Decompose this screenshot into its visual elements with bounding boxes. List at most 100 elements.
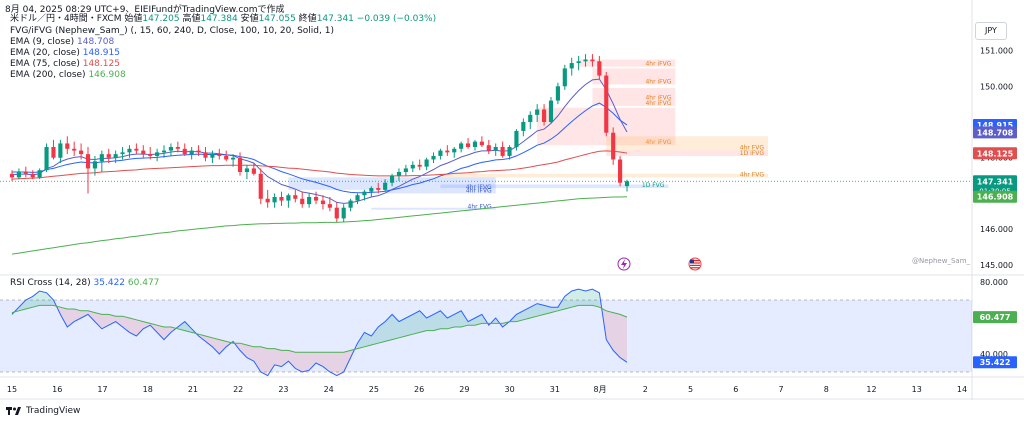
- indicator-legend: FVG/iFVG (Nephew_Sam_) (, 15, 60, 240, D…: [10, 26, 334, 81]
- created-info: 8月 04, 2025 08:29 UTC+9、EIEIFundがTrading…: [5, 5, 285, 15]
- candle: [272, 193, 277, 208]
- event-icons[interactable]: [617, 257, 702, 271]
- price-marker-label: 148.708: [977, 128, 1014, 137]
- candle: [548, 97, 554, 124]
- time-tick-label: 13: [912, 385, 922, 394]
- low-label: 安値: [240, 14, 259, 24]
- rsi-fill: [378, 321, 386, 344]
- rsi-fill: [578, 289, 586, 306]
- rsi-fill: [412, 310, 420, 335]
- event-us-flag-icon[interactable]: [688, 257, 702, 271]
- ema-line: [11, 150, 628, 180]
- candle: [9, 170, 15, 181]
- rsi-marker-label: 60.477: [980, 313, 1011, 322]
- candle-body: [369, 188, 374, 192]
- rsi-marker-label: 35.422: [980, 358, 1011, 367]
- candle-body: [106, 154, 111, 158]
- candle: [293, 189, 298, 203]
- rsi-fill: [46, 292, 54, 306]
- author-watermark: @Nephew_Sam_: [912, 257, 971, 265]
- candle-body: [37, 170, 42, 178]
- candle-body: [410, 164, 415, 169]
- candle-body: [465, 143, 471, 147]
- fvg-zone-label: 4hr iFVG: [645, 100, 671, 107]
- candle: [168, 143, 174, 156]
- candle-body: [597, 61, 602, 76]
- candle-body: [507, 147, 512, 156]
- rsi-fill: [240, 343, 247, 358]
- candle: [113, 150, 118, 164]
- candle-body: [58, 143, 63, 158]
- fvg-zone: [592, 88, 676, 101]
- rsi-fill: [398, 318, 406, 338]
- rsi-fill: [613, 312, 621, 358]
- time-tick-label: 15: [7, 385, 17, 394]
- candle: [72, 141, 77, 156]
- candle: [307, 193, 312, 208]
- candle-body: [320, 200, 326, 205]
- indicator-ema75[interactable]: EMA (75, close) 148.125: [10, 59, 334, 70]
- ema-line: [12, 102, 628, 194]
- candle: [99, 150, 104, 172]
- rsi-fill: [122, 316, 130, 333]
- fvg-zone: [606, 150, 768, 156]
- rsi-fill: [343, 350, 351, 372]
- candle-body: [244, 168, 250, 172]
- candle-body: [452, 148, 457, 153]
- rsi-fill: [18, 300, 26, 311]
- candle-body: [417, 164, 422, 167]
- candle-body: [376, 188, 381, 190]
- candle: [597, 55, 602, 80]
- grid: [0, 0, 1024, 400]
- rsi-tick-label: 80.000: [980, 278, 1008, 287]
- price-marker: [973, 147, 1017, 160]
- indicator-fvg[interactable]: FVG/iFVG (Nephew_Sam_) (, 15, 60, 240, D…: [10, 26, 334, 37]
- indicator-ema20[interactable]: EMA (20, close) 148.915: [10, 48, 334, 59]
- rsi-fill: [447, 314, 455, 329]
- candle: [355, 193, 360, 205]
- candle: [417, 159, 422, 171]
- indicator-ema200[interactable]: EMA (200, close) 146.908: [10, 70, 334, 81]
- candle: [459, 141, 464, 153]
- indicator-ema75-label: EMA (75, close): [10, 59, 80, 69]
- candle: [452, 147, 457, 158]
- price-marker: [973, 126, 1017, 139]
- candle-body: [30, 173, 35, 178]
- candle-body: [265, 198, 270, 203]
- candle-body: [155, 152, 160, 156]
- tradingview-brand[interactable]: TradingView: [6, 406, 80, 416]
- event-lightning-icon[interactable]: [617, 257, 631, 271]
- candle: [244, 164, 250, 180]
- currency-selector[interactable]: JPY: [975, 22, 1007, 40]
- candle-body: [431, 155, 436, 160]
- candle-body: [618, 159, 623, 183]
- rsi-fill: [136, 319, 144, 336]
- time-tick-label: 24: [324, 385, 334, 394]
- rsi-marker: [973, 356, 1017, 369]
- rsi-line: [11, 288, 628, 377]
- candle-body: [562, 68, 567, 87]
- candle-body: [99, 154, 104, 162]
- candle: [37, 168, 42, 180]
- event-flag-stripe: [690, 264, 700, 266]
- rsi-fill: [60, 307, 68, 327]
- candle: [486, 139, 491, 155]
- rsi-fill: [620, 314, 627, 363]
- candle: [542, 104, 547, 126]
- candle-body: [175, 147, 180, 149]
- fvg-zone-label: 4hr iFVG: [466, 187, 492, 194]
- rsi-fill: [274, 348, 282, 367]
- fvg-zone-label: 4hr iFVG: [645, 61, 671, 68]
- candle: [424, 157, 429, 171]
- fvg-zone-label: 4hr iFVG: [645, 79, 671, 86]
- candle: [44, 143, 49, 172]
- time-tick-label: 16: [52, 385, 62, 394]
- candle-body: [196, 150, 201, 153]
- candle: [590, 54, 595, 67]
- candle: [362, 189, 367, 201]
- ohlc-legend: 米ドル／円・4時間・FXCM 始値147.205 高値147.384 安値147…: [10, 14, 436, 25]
- fvg-zone-label: 4hr FVG: [740, 171, 765, 178]
- candle-body: [23, 172, 28, 174]
- indicator-ema9[interactable]: EMA (9, close) 148.708: [10, 37, 334, 48]
